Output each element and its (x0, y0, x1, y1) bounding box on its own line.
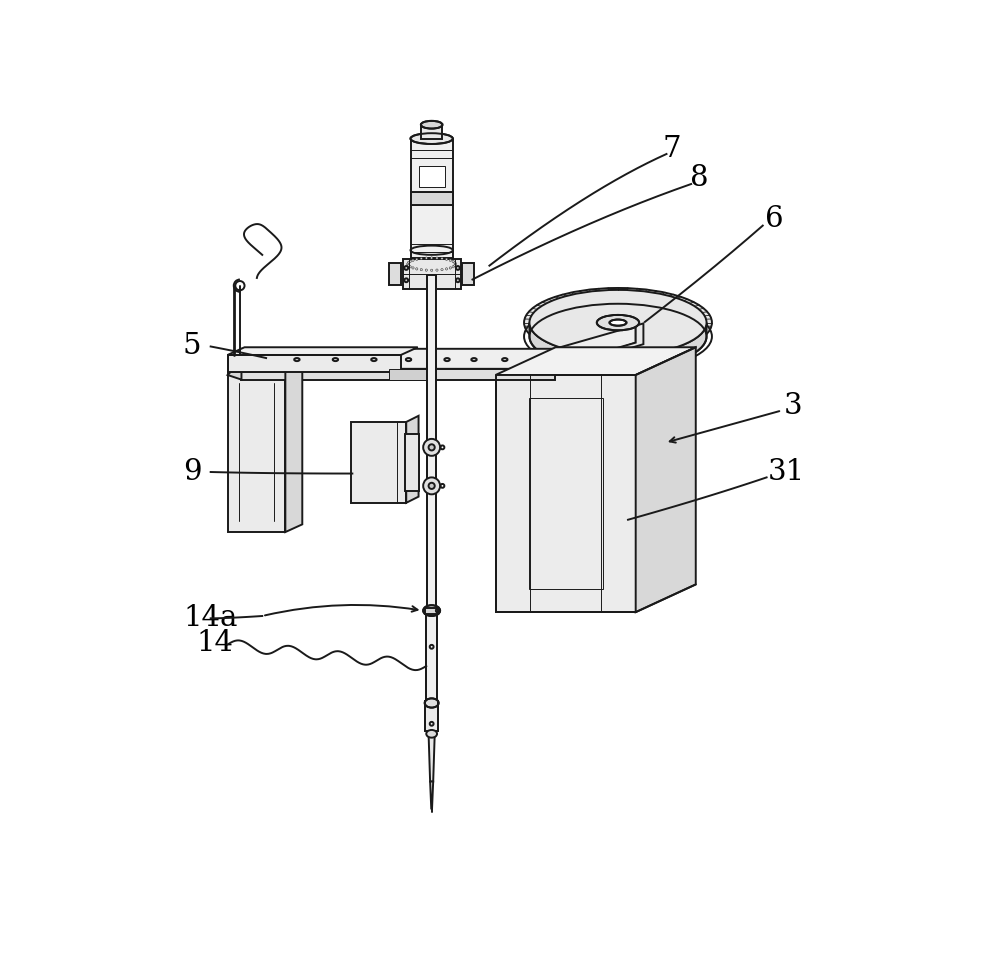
Ellipse shape (416, 268, 418, 271)
Bar (419, 165, 445, 187)
Ellipse shape (444, 358, 450, 361)
Ellipse shape (452, 266, 454, 268)
Ellipse shape (610, 319, 626, 326)
Ellipse shape (412, 267, 414, 269)
Ellipse shape (441, 257, 443, 260)
Bar (421, 124, 442, 139)
Ellipse shape (409, 260, 411, 263)
Bar (426, 608, 437, 701)
Ellipse shape (445, 258, 448, 260)
Polygon shape (228, 347, 418, 355)
Bar (411, 192, 453, 205)
Ellipse shape (425, 269, 427, 272)
Polygon shape (285, 364, 302, 532)
Polygon shape (234, 326, 636, 369)
Ellipse shape (423, 439, 440, 456)
Ellipse shape (410, 133, 453, 144)
Ellipse shape (412, 259, 414, 261)
Polygon shape (529, 322, 707, 369)
Ellipse shape (423, 605, 440, 616)
Polygon shape (555, 323, 643, 367)
Ellipse shape (456, 266, 460, 270)
Ellipse shape (524, 288, 712, 358)
Polygon shape (228, 364, 302, 372)
Text: 14a: 14a (183, 604, 237, 632)
Bar (462, 263, 474, 285)
Bar (411, 139, 453, 258)
Text: 7: 7 (663, 135, 681, 163)
Text: 8: 8 (690, 163, 708, 192)
Ellipse shape (426, 730, 437, 738)
Bar (389, 263, 401, 285)
Polygon shape (496, 347, 696, 375)
Ellipse shape (420, 269, 422, 271)
Ellipse shape (597, 315, 639, 331)
Ellipse shape (421, 120, 442, 128)
Polygon shape (429, 734, 435, 782)
Polygon shape (228, 372, 285, 532)
Polygon shape (406, 416, 419, 503)
Ellipse shape (423, 477, 440, 494)
Bar (425, 607, 438, 614)
Ellipse shape (425, 257, 427, 259)
Ellipse shape (449, 267, 451, 269)
Text: 14: 14 (197, 629, 234, 657)
Ellipse shape (409, 259, 454, 270)
Bar (403, 259, 461, 289)
Text: 6: 6 (765, 206, 784, 233)
Bar (425, 701, 438, 731)
Ellipse shape (404, 278, 408, 282)
Ellipse shape (449, 259, 451, 261)
Polygon shape (228, 355, 401, 372)
Ellipse shape (445, 268, 448, 271)
Ellipse shape (502, 358, 507, 361)
Ellipse shape (407, 264, 410, 267)
Polygon shape (430, 782, 433, 809)
Ellipse shape (429, 445, 435, 450)
Ellipse shape (430, 269, 433, 272)
Ellipse shape (404, 266, 408, 270)
Ellipse shape (371, 358, 377, 361)
Polygon shape (228, 369, 241, 380)
Ellipse shape (425, 699, 439, 707)
Text: 31: 31 (768, 458, 805, 486)
Ellipse shape (407, 262, 410, 264)
Bar (351, 422, 406, 503)
Ellipse shape (436, 257, 438, 259)
Bar (529, 398, 603, 589)
Ellipse shape (529, 290, 707, 356)
Ellipse shape (454, 262, 456, 264)
Ellipse shape (456, 278, 460, 282)
Bar (427, 275, 436, 606)
Bar (389, 369, 436, 380)
Ellipse shape (441, 269, 443, 271)
Text: 9: 9 (183, 458, 202, 486)
Ellipse shape (429, 483, 435, 489)
Text: 5: 5 (183, 333, 201, 360)
Polygon shape (636, 347, 696, 612)
Bar (405, 433, 419, 491)
Polygon shape (241, 369, 555, 380)
Ellipse shape (436, 269, 438, 272)
Ellipse shape (452, 260, 454, 263)
Ellipse shape (430, 257, 433, 259)
Polygon shape (496, 375, 636, 612)
Ellipse shape (454, 264, 456, 267)
Ellipse shape (333, 358, 338, 361)
Text: 3: 3 (784, 392, 802, 420)
Ellipse shape (407, 263, 409, 265)
Ellipse shape (409, 266, 411, 268)
Ellipse shape (471, 358, 477, 361)
Ellipse shape (416, 258, 418, 260)
Ellipse shape (294, 358, 300, 361)
Ellipse shape (406, 358, 411, 361)
Ellipse shape (420, 257, 422, 260)
Ellipse shape (454, 263, 457, 265)
